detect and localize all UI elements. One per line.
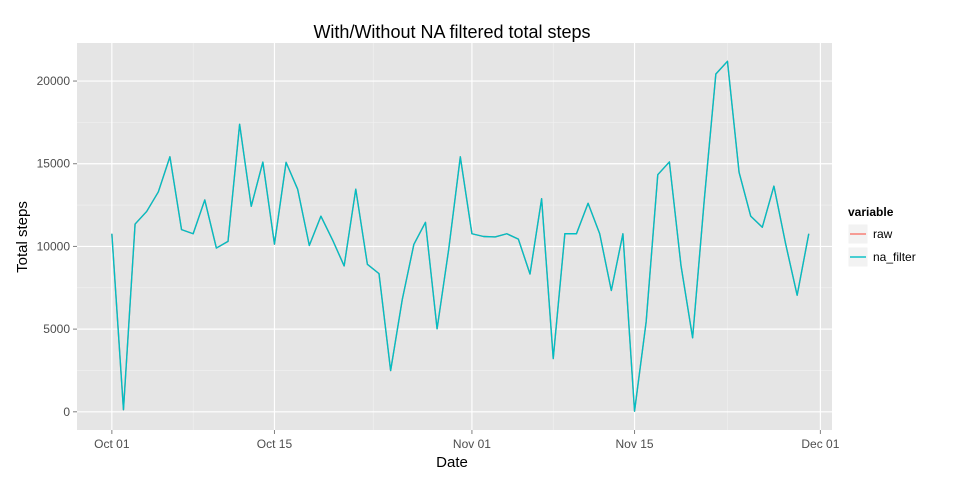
- x-tick-label: Oct 01: [94, 437, 130, 451]
- x-tick-label: Dec 01: [801, 437, 839, 451]
- x-axis-ticks: Oct 01 Oct 15 Nov 01 Nov 15 Dec 01: [94, 430, 840, 451]
- y-tick-label: 20000: [37, 74, 71, 88]
- series-line-na-filter: [111, 60, 810, 412]
- y-tick-label: 0: [63, 405, 70, 419]
- x-tick-label: Oct 15: [257, 437, 293, 451]
- x-tick-label: Nov 15: [616, 437, 654, 451]
- y-tick-label: 15000: [37, 157, 71, 171]
- x-tick-label: Nov 01: [453, 437, 491, 451]
- legend-label-raw: raw: [873, 227, 893, 241]
- y-tick-label: 10000: [37, 239, 71, 253]
- y-axis-ticks: 0 5000 10000 15000 20000: [37, 74, 77, 419]
- y-tick-label: 5000: [43, 322, 70, 336]
- series-lines: [111, 60, 810, 412]
- plot-panel: [77, 43, 832, 430]
- x-axis-title: Date: [436, 454, 468, 471]
- chart-title: With/Without NA filtered total steps: [313, 22, 590, 42]
- y-axis-title: Total steps: [14, 201, 31, 273]
- legend-label-na-filter: na_filter: [873, 250, 916, 264]
- legend: variable raw na_filter: [847, 205, 916, 268]
- legend-title: variable: [848, 205, 894, 219]
